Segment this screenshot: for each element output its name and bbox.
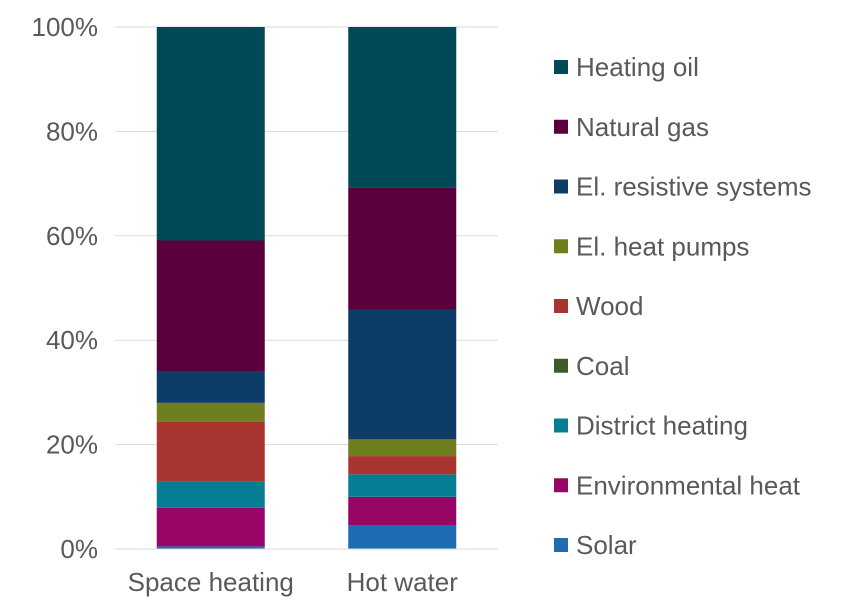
legend-label: El. heat pumps — [576, 231, 749, 261]
legend-item-district-heating: District heating — [554, 411, 748, 441]
bar-segment-natural-gas — [156, 240, 265, 371]
legend-label: Coal — [576, 351, 629, 381]
y-tick-label: 0% — [60, 534, 98, 564]
x-category-label: Hot water — [347, 567, 459, 597]
bar-segment-heating-oil — [348, 27, 457, 188]
legend-item-el-heat-pumps: El. heat pumps — [554, 231, 749, 261]
legend-swatch — [554, 119, 568, 134]
bar-segment-solar — [156, 546, 265, 549]
legend-label: Heating oil — [576, 52, 699, 82]
legend-label: Natural gas — [576, 112, 709, 142]
bar-segment-el-heat-pumps — [348, 439, 457, 457]
x-category-label: Space heating — [128, 567, 294, 597]
legend-label: Environmental heat — [576, 470, 801, 500]
bar-segment-environmental-heat — [156, 507, 265, 547]
y-tick-label: 40% — [46, 325, 98, 355]
legend-item-coal: Coal — [554, 351, 629, 381]
legend-swatch — [554, 418, 568, 433]
y-axis-tick-labels: 0% 20% 40% 60% 80% 100% — [32, 12, 99, 564]
bar-segment-el-heat-pumps — [156, 402, 265, 422]
legend-label: District heating — [576, 411, 748, 441]
legend-item-environmental-heat: Environmental heat — [554, 470, 801, 500]
bar-segment-el-resistive-systems — [348, 309, 457, 440]
bar-stack-hot-water — [348, 27, 457, 549]
y-tick-label: 20% — [46, 430, 98, 460]
x-axis-category-labels: Space heating Hot water — [128, 567, 459, 597]
legend-label: Solar — [576, 530, 637, 560]
legend-item-el-resistive-systems: El. resistive systems — [554, 172, 812, 202]
bar-segment-heating-oil — [156, 27, 265, 241]
legend-swatch — [554, 239, 568, 254]
legend-item-solar: Solar — [554, 530, 637, 560]
legend-label: Wood — [576, 291, 643, 321]
legend-swatch — [554, 478, 568, 493]
y-tick-label: 100% — [32, 12, 99, 42]
legend: Heating oil Natural gas El. resistive syst… — [554, 52, 812, 560]
legend-label: El. resistive systems — [576, 172, 812, 202]
bar-segment-wood — [156, 421, 265, 482]
bar-segment-environmental-heat — [348, 496, 457, 525]
bar-segment-natural-gas — [348, 187, 457, 310]
legend-swatch — [554, 60, 568, 74]
y-tick-label: 60% — [46, 221, 98, 251]
legend-item-wood: Wood — [554, 291, 643, 321]
legend-swatch — [554, 299, 568, 313]
legend-item-heating-oil: Heating oil — [554, 52, 699, 82]
legend-swatch — [554, 358, 568, 373]
legend-swatch — [554, 179, 568, 194]
bars — [156, 27, 457, 549]
bar-segment-wood — [348, 456, 457, 475]
bar-segment-el-resistive-systems — [156, 370, 265, 403]
y-tick-label: 80% — [46, 116, 98, 146]
bar-stack-space-heating — [156, 27, 265, 549]
bar-segment-district-heating — [156, 481, 265, 508]
bar-segment-solar — [348, 524, 457, 549]
legend-item-natural-gas: Natural gas — [554, 112, 709, 142]
bar-segment-district-heating — [348, 474, 457, 497]
legend-swatch — [554, 538, 568, 552]
